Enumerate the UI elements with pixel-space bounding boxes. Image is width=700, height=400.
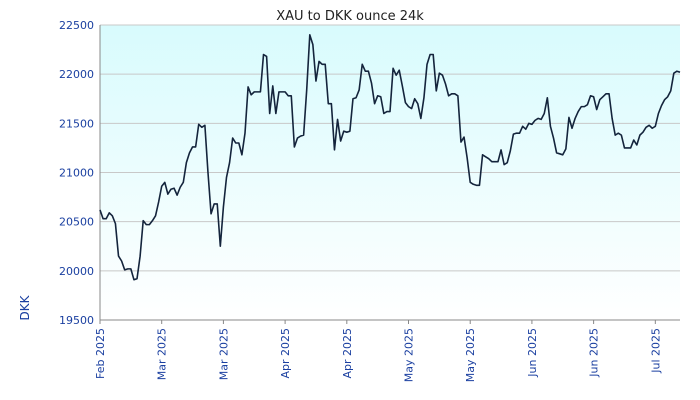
x-tick-label: Apr 2025 xyxy=(341,328,354,379)
x-tick-label: Feb 2025 xyxy=(94,328,107,379)
y-tick-label: 19500 xyxy=(59,314,94,327)
x-tick-label: May 2025 xyxy=(403,328,416,382)
y-axis-label: DKK xyxy=(18,294,32,320)
x-tick-label: Apr 2025 xyxy=(279,328,292,379)
x-tick-label: Mar 2025 xyxy=(156,328,169,380)
y-tick-label: 22500 xyxy=(59,19,94,32)
x-axis-ticks: Feb 2025 Mar 2025 Mar 2025 Apr 2025 Apr 2025… xyxy=(94,320,662,382)
x-tick-label: Jul 2025 xyxy=(649,328,662,374)
price-series-line xyxy=(99,34,681,281)
chart-title: XAU to DKK ounce 24k xyxy=(276,9,424,24)
x-tick-label: May 2025 xyxy=(464,328,477,382)
y-tick-label: 22000 xyxy=(59,68,94,81)
x-tick-label: Jun 2025 xyxy=(526,328,539,378)
y-tick-label: 20500 xyxy=(59,216,94,229)
x-tick-label: Mar 2025 xyxy=(217,328,230,380)
y-axis-ticks: 19500 20000 20500 21000 21500 22000 22500 xyxy=(59,19,94,327)
x-tick-label: Jun 2025 xyxy=(588,328,601,378)
y-tick-label: 20000 xyxy=(59,265,94,278)
y-tick-label: 21500 xyxy=(59,117,94,130)
y-tick-label: 21000 xyxy=(59,167,94,180)
